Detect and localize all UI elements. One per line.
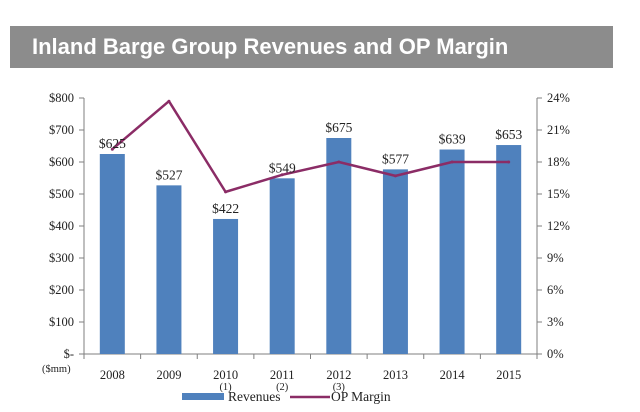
revenue-data-label: $422 — [212, 201, 239, 216]
right-tick-label: 18% — [547, 155, 570, 169]
chart-title: Inland Barge Group Revenues and OP Margi… — [32, 34, 509, 59]
revenue-bar — [156, 185, 182, 354]
x-tick-label: 2009 — [156, 368, 181, 382]
legend-op-margin-label: OP Margin — [331, 389, 391, 404]
right-tick-label: 0% — [547, 347, 564, 361]
revenue-data-label: $577 — [382, 151, 409, 166]
revenue-bar — [99, 154, 125, 354]
right-tick-label: 24% — [547, 91, 570, 105]
revenue-bar — [213, 218, 239, 354]
revenue-data-label: $625 — [99, 136, 126, 151]
right-tick-label: 3% — [547, 315, 564, 329]
left-tick-label: $- — [64, 347, 74, 361]
right-tick-label: 9% — [547, 251, 564, 265]
x-tick-label: 2012 — [326, 368, 351, 382]
right-tick-label: 21% — [547, 123, 570, 137]
op-margin-point — [167, 99, 171, 103]
x-tick-label: 2010 — [213, 368, 238, 382]
revenue-data-label: $549 — [269, 160, 296, 175]
left-tick-label: $300 — [49, 251, 74, 265]
title-bar: Inland Barge Group Revenues and OP Margi… — [10, 26, 613, 68]
x-tick-label: 2011 — [270, 368, 295, 382]
op-margin-point — [280, 173, 284, 177]
op-margin-line — [111, 99, 509, 194]
x-category-note: (1) — [219, 382, 232, 393]
x-tick-label: 2014 — [440, 368, 466, 382]
left-tick-label: $800 — [49, 91, 74, 105]
revenue-data-label: $639 — [439, 132, 466, 147]
legend-revenues-label: Revenues — [228, 389, 280, 404]
x-category-note: (2) — [276, 382, 289, 393]
revenue-data-label: $675 — [325, 120, 352, 135]
op-margin-point — [450, 160, 454, 164]
left-tick-label: $500 — [49, 187, 74, 201]
revenue-bar — [269, 178, 295, 354]
x-tick-label: 2008 — [100, 368, 125, 382]
x-category-note: (3) — [333, 382, 346, 393]
left-tick-label: $400 — [49, 219, 74, 233]
left-tick-label: $700 — [49, 123, 74, 137]
right-tick-label: 15% — [547, 187, 570, 201]
x-tick-label: 2013 — [383, 368, 408, 382]
y-unit-label: ($mm) — [42, 364, 71, 375]
left-tick-label: $200 — [49, 283, 74, 297]
op-margin-point — [393, 174, 397, 178]
op-margin-point — [507, 160, 511, 164]
legend-revenues-swatch — [182, 393, 224, 400]
revenue-bar — [326, 138, 352, 354]
revenue-bar — [439, 149, 465, 354]
revenue-bar — [496, 145, 522, 354]
op-margin-point — [337, 160, 341, 164]
right-tick-label: 12% — [547, 219, 570, 233]
right-tick-label: 6% — [547, 283, 564, 297]
left-tick-label: $100 — [49, 315, 74, 329]
revenue-data-label: $653 — [495, 127, 522, 142]
op-margin-point — [110, 147, 114, 151]
x-tick-label: 2015 — [496, 368, 521, 382]
revenue-data-label: $527 — [155, 167, 182, 182]
left-tick-label: $600 — [49, 155, 74, 169]
op-margin-point — [224, 190, 228, 194]
revenue-bar — [382, 169, 408, 354]
